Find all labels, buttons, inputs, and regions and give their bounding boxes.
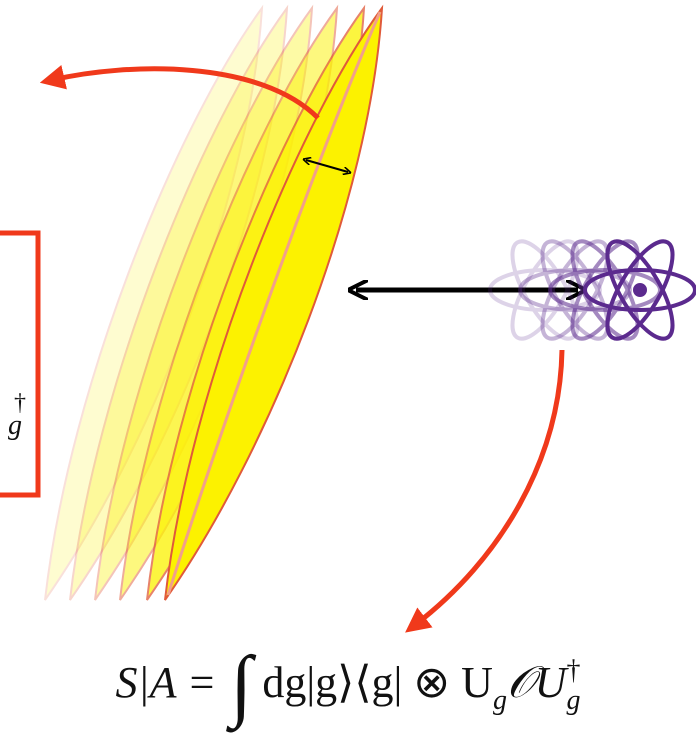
formula: S|A =∫dg|g⟩⟨g| ⊗ Ug𝒪Ug† — [0, 640, 696, 731]
box-label: † g — [0, 390, 14, 454]
red-box — [0, 233, 38, 495]
dagger: † — [566, 655, 580, 686]
operator: 𝒪U — [507, 658, 567, 707]
red-arrow — [415, 350, 562, 625]
atoms — [490, 232, 695, 347]
subscript: g — [8, 410, 22, 441]
formula-body: dg|g⟩⟨g| ⊗ U — [262, 658, 493, 707]
slide: † g S|A =∫dg|g⟩⟨g| ⊗ Ug𝒪Ug† — [0, 0, 696, 751]
leaves — [45, 8, 382, 600]
formula-lhs: S|A = — [116, 658, 217, 707]
subscript: g — [493, 685, 507, 716]
integral: ∫ — [230, 641, 252, 729]
subscript: g — [566, 685, 580, 716]
diagram — [0, 0, 696, 751]
